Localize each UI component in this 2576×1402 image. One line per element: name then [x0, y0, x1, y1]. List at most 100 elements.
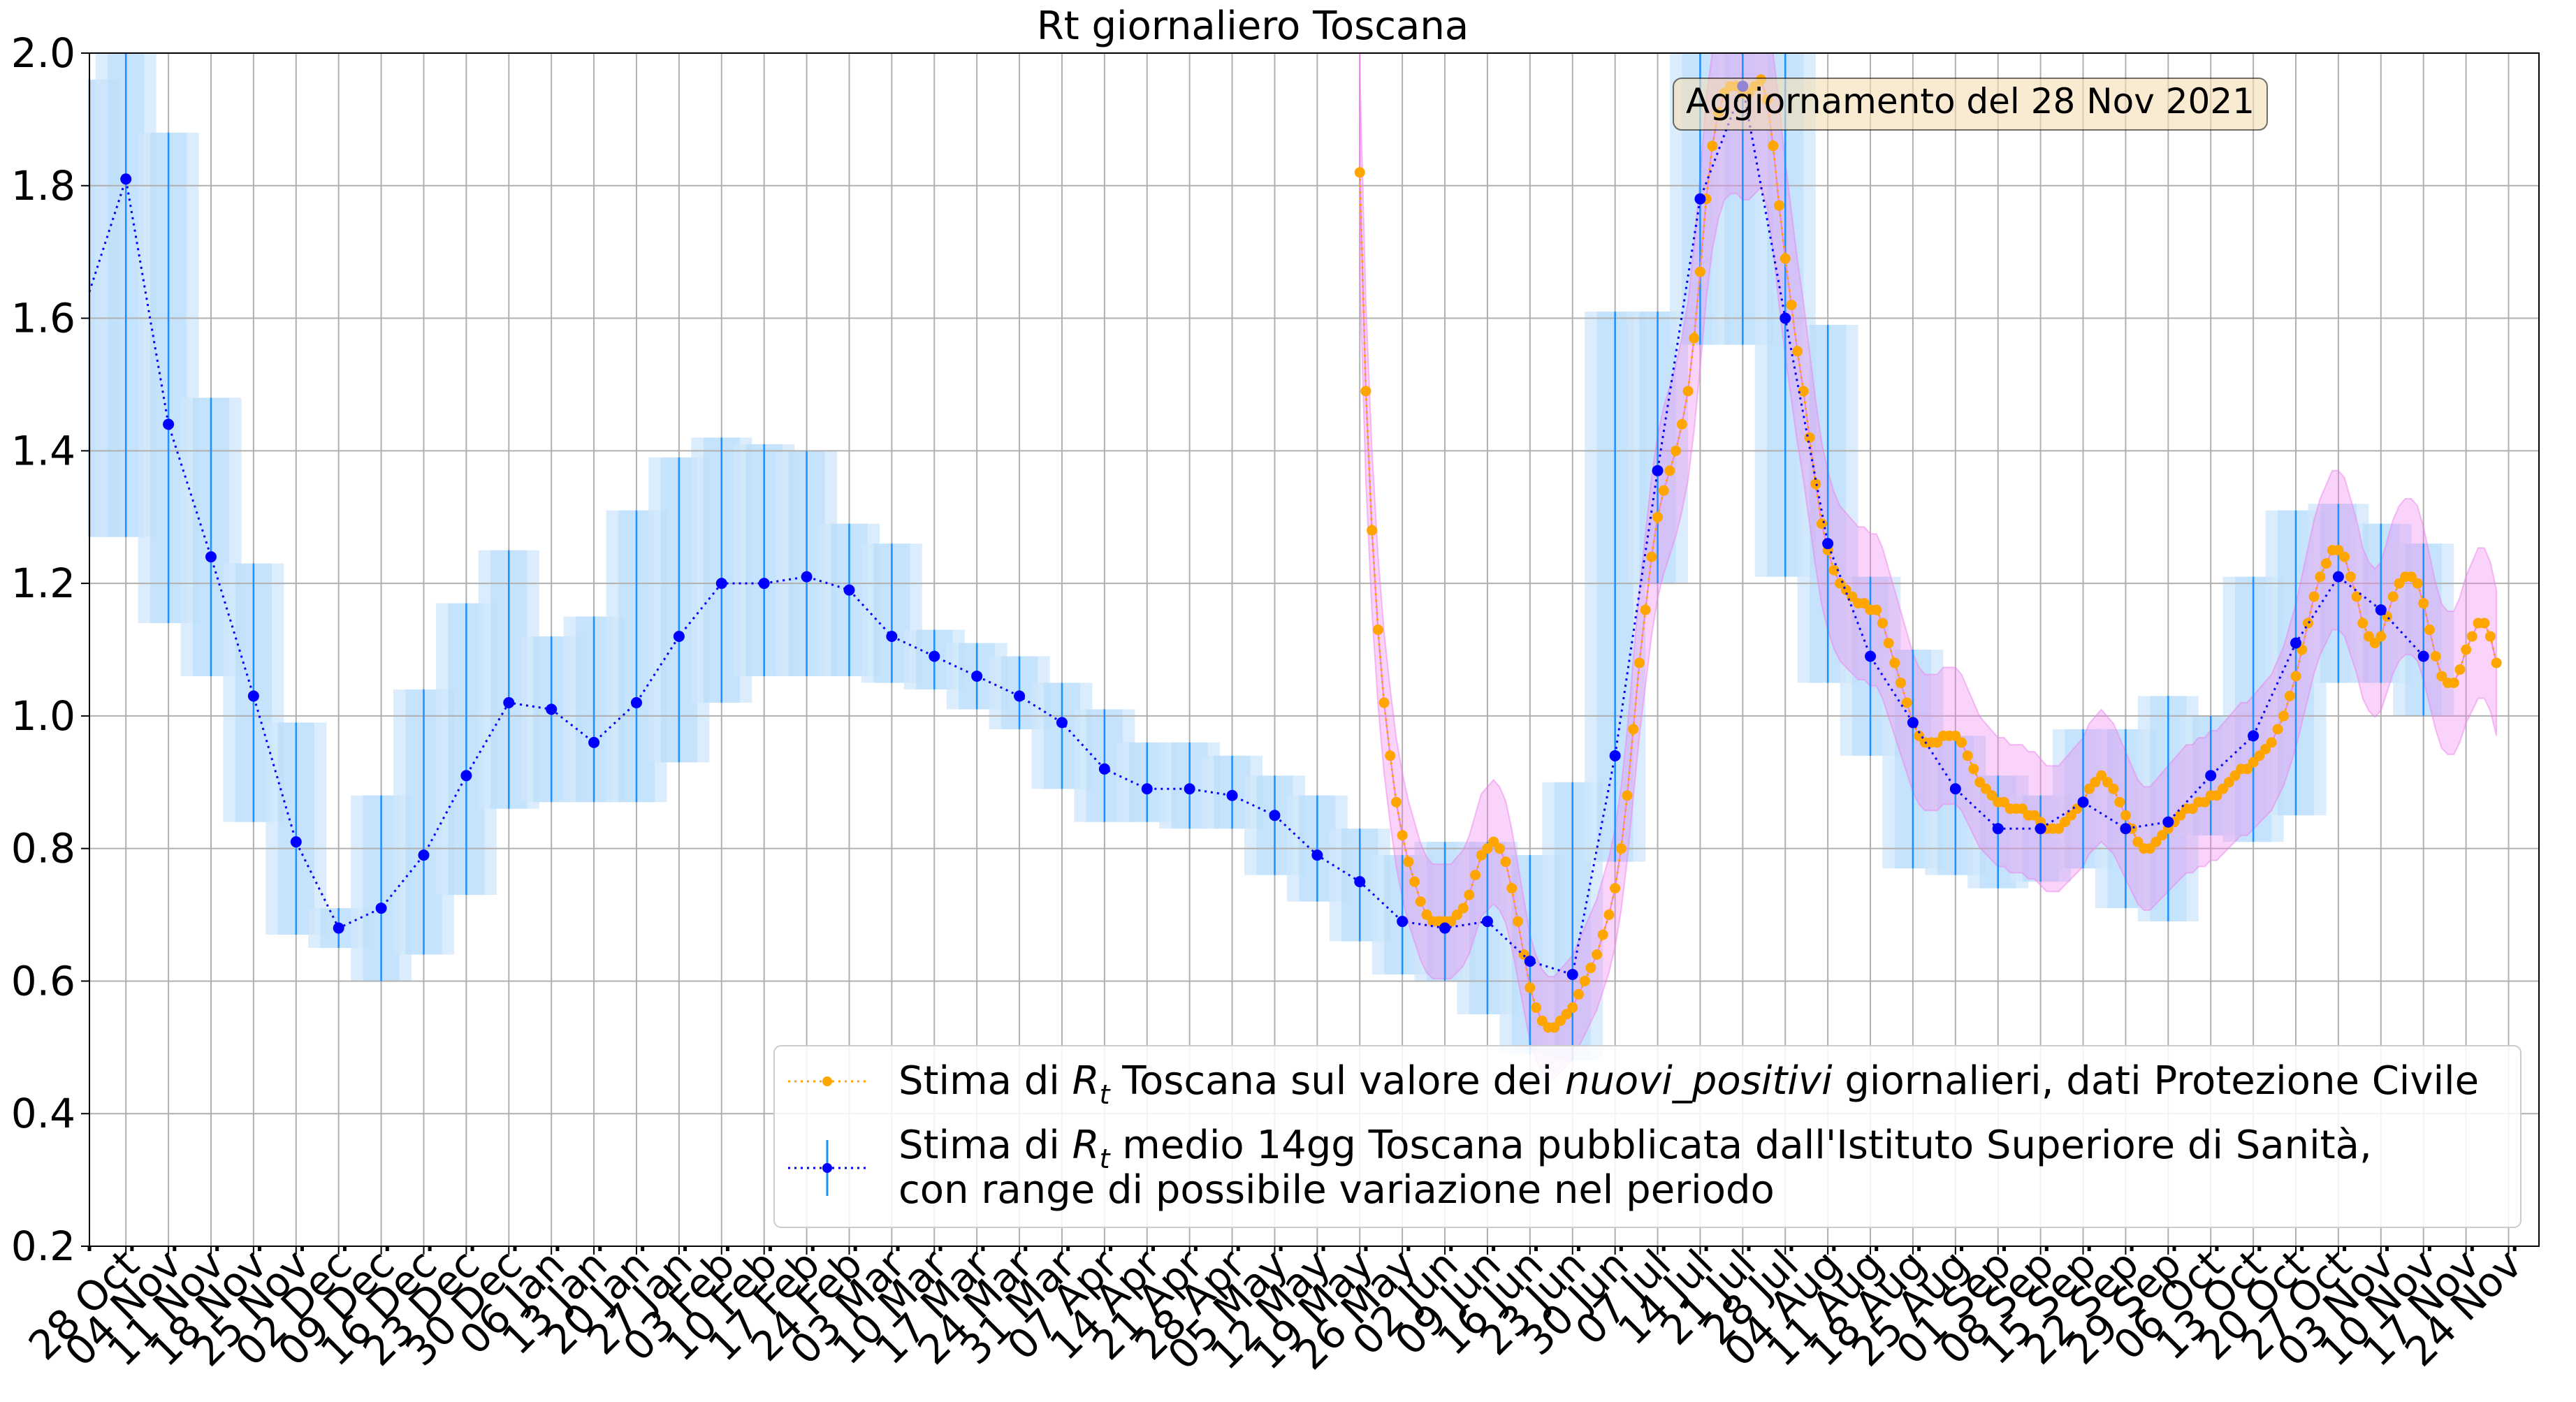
- daily-point: [1689, 333, 1700, 344]
- plot-frame: [89, 52, 2540, 1247]
- daily-point: [1877, 618, 1888, 629]
- daily-point: [1536, 1015, 1548, 1026]
- daily-point: [1974, 777, 1986, 788]
- daily-point: [1592, 949, 1603, 960]
- iss-point: [929, 650, 940, 662]
- iss-point: [630, 696, 642, 708]
- daily-point: [1622, 790, 1633, 801]
- daily-point: [2387, 591, 2399, 602]
- daily-point: [1476, 849, 1487, 861]
- daily-point: [1889, 657, 1900, 669]
- daily-point: [2308, 591, 2320, 602]
- daily-point: [2065, 810, 2076, 821]
- daily-point: [1451, 910, 1462, 921]
- daily-point: [2108, 783, 2119, 794]
- daily-point: [1676, 418, 1687, 430]
- iss-point: [333, 922, 344, 934]
- iss-point: [1269, 810, 1281, 822]
- y-tick-label: 2.0: [11, 29, 75, 77]
- daily-point: [2254, 750, 2265, 761]
- iss-point: [1865, 650, 1877, 662]
- daily-point: [2436, 671, 2447, 682]
- y-tick-label: 1.6: [11, 295, 75, 342]
- daily-point: [2418, 598, 2429, 609]
- daily-point: [1603, 910, 1615, 921]
- update-annotation: Aggiornamento del 28 Nov 2021: [1673, 78, 2268, 131]
- daily-point: [2090, 777, 2101, 788]
- chart-title: Rt giornaliero Toscana: [1037, 3, 1469, 49]
- daily-point: [1804, 432, 1815, 443]
- legend: Stima di Rt Toscana sul valore dei nuovi…: [773, 1045, 2522, 1228]
- iss-point: [2248, 730, 2260, 742]
- daily-point: [1360, 386, 1371, 397]
- daily-point: [1774, 200, 1785, 211]
- iss-point: [2205, 770, 2217, 782]
- iss-point: [673, 631, 685, 643]
- daily-point: [1585, 962, 1596, 973]
- iss-point: [1397, 916, 1409, 928]
- daily-point: [2218, 783, 2229, 794]
- legend-entry-iss: Stima di Rt medio 14gg Toscana pubblicat…: [788, 1123, 2372, 1213]
- daily-point: [2375, 631, 2387, 642]
- daily-point: [1798, 386, 1809, 397]
- daily-point: [2333, 545, 2344, 556]
- legend-iss-marker: [822, 1163, 832, 1173]
- daily-point: [1828, 564, 1840, 576]
- daily-point: [2363, 631, 2374, 642]
- iss-point: [2290, 637, 2302, 649]
- daily-point: [2102, 777, 2113, 788]
- daily-point: [1372, 625, 1383, 636]
- daily-point: [1640, 604, 1651, 615]
- iss-point: [1907, 717, 1919, 729]
- iss-point: [1524, 955, 1536, 967]
- daily-point: [1385, 750, 1396, 761]
- daily-point: [1403, 856, 1414, 868]
- daily-point: [2059, 817, 2070, 828]
- daily-point: [2211, 790, 2222, 801]
- daily-point: [1901, 697, 1912, 708]
- daily-point: [2223, 777, 2234, 788]
- daily-point: [2120, 810, 2131, 821]
- daily-point: [1488, 836, 1499, 847]
- legend-daily-marker: [822, 1076, 832, 1086]
- iss-point: [1566, 968, 1578, 980]
- daily-point: [2394, 578, 2405, 589]
- daily-point: [2339, 551, 2350, 562]
- iss-point: [1694, 193, 1706, 205]
- iss-point: [290, 836, 302, 848]
- iss-point: [1226, 789, 1238, 801]
- daily-point: [2029, 810, 2040, 821]
- daily-point: [2491, 657, 2502, 669]
- y-tick-label: 0.2: [11, 1222, 75, 1270]
- iss-point: [247, 690, 259, 702]
- daily-point: [1664, 465, 1675, 476]
- daily-point: [2315, 571, 2326, 583]
- daily-point: [2302, 618, 2313, 629]
- iss-point: [1652, 465, 1664, 476]
- daily-point: [2229, 770, 2241, 781]
- daily-point: [1512, 916, 1523, 927]
- iss-point: [1098, 763, 1110, 775]
- legend-iss-label-line2: con range di possibile variazione nel pe…: [898, 1167, 1775, 1213]
- annotation-box: [1673, 78, 2268, 131]
- daily-point: [1354, 167, 1365, 178]
- daily-point: [1950, 730, 1961, 741]
- daily-point: [2345, 571, 2356, 583]
- daily-point: [1980, 783, 1991, 794]
- daily-point: [2053, 823, 2065, 834]
- daily-point: [2266, 737, 2277, 748]
- daily-point: [2321, 558, 2332, 569]
- iss-point: [2332, 571, 2344, 583]
- daily-point: [2083, 783, 2095, 794]
- daily-point: [2424, 625, 2435, 636]
- daily-point: [2454, 664, 2466, 675]
- daily-point: [1567, 1002, 1578, 1013]
- daily-point: [1549, 1022, 1560, 1033]
- iss-point: [1439, 922, 1451, 934]
- iss-point: [1354, 876, 1366, 888]
- daily-point: [1780, 253, 1791, 264]
- y-tick-label: 0.8: [11, 825, 75, 872]
- daily-point: [1682, 386, 1694, 397]
